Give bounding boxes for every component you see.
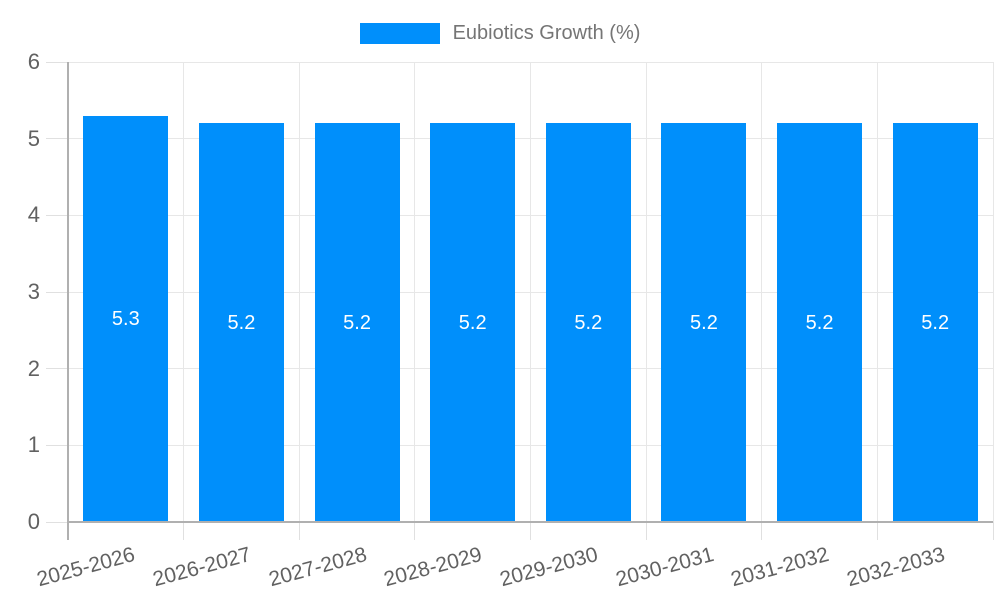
gridline-vertical — [645, 62, 647, 522]
x-axis-tick — [876, 522, 878, 540]
x-axis-tick — [298, 522, 300, 540]
x-tick-label: 2027-2028 — [266, 543, 370, 592]
y-tick-label: 4 — [27, 202, 40, 228]
bar[interactable] — [661, 123, 747, 522]
bar-value-label: 5.2 — [574, 311, 603, 334]
y-tick-label: 6 — [27, 49, 40, 74]
y-axis-tick — [46, 138, 68, 140]
y-axis-line — [67, 62, 69, 540]
gridline-vertical — [298, 62, 300, 522]
y-axis-tick — [46, 214, 68, 216]
x-axis-tick — [645, 522, 647, 540]
y-tick-label: 0 — [27, 509, 40, 534]
x-tick-label: 2032-2033 — [844, 543, 948, 592]
y-axis-tick — [46, 368, 68, 370]
x-axis-tick — [992, 522, 994, 540]
x-axis-tick — [414, 522, 416, 540]
gridline-vertical — [530, 62, 531, 522]
x-tick-label: 2029-2030 — [497, 543, 601, 592]
legend[interactable]: Eubiotics Growth (%) — [0, 23, 1000, 44]
bar-value-label: 5.2 — [690, 311, 718, 334]
bar[interactable] — [430, 123, 516, 522]
x-axis-tick — [183, 522, 185, 540]
bar-value-label: 5.2 — [458, 311, 487, 334]
bar[interactable] — [198, 123, 284, 522]
bar[interactable] — [777, 123, 863, 522]
gridline-vertical — [876, 62, 878, 522]
y-tick-label: 3 — [27, 279, 40, 304]
bar[interactable] — [892, 123, 978, 522]
bar[interactable] — [314, 123, 400, 522]
y-axis-tick — [46, 61, 68, 63]
y-axis-tick — [46, 444, 68, 446]
y-tick-label: 2 — [27, 355, 40, 381]
bar[interactable] — [545, 123, 631, 522]
bar-value-label: 5.2 — [805, 311, 834, 334]
bar-value-label: 5.2 — [227, 311, 256, 334]
x-tick-label: 2031-2032 — [728, 543, 832, 592]
x-axis-line — [68, 521, 993, 523]
gridline-vertical — [761, 62, 763, 522]
x-tick-label: 2030-2031 — [612, 543, 716, 592]
bar-value-label: 5.2 — [921, 311, 950, 334]
y-axis-tick — [46, 521, 68, 523]
y-tick-label: 5 — [27, 125, 40, 151]
x-axis-tick — [530, 522, 531, 540]
bar[interactable] — [83, 115, 169, 522]
gridline-vertical — [414, 62, 416, 522]
legend-label: Eubiotics Growth (%) — [452, 22, 641, 44]
x-tick-label: 2028-2029 — [381, 543, 485, 592]
bar-value-label: 5.2 — [343, 311, 371, 334]
x-tick-label: 2026-2027 — [150, 543, 254, 592]
gridline-vertical — [183, 62, 185, 522]
legend-swatch — [359, 23, 440, 44]
x-tick-label: 2025-2026 — [34, 543, 138, 592]
gridline-vertical — [992, 62, 994, 522]
x-axis-tick — [761, 522, 763, 540]
bar-value-label: 5.3 — [111, 307, 140, 330]
y-tick-label: 1 — [27, 432, 40, 458]
y-axis-tick — [46, 291, 68, 293]
